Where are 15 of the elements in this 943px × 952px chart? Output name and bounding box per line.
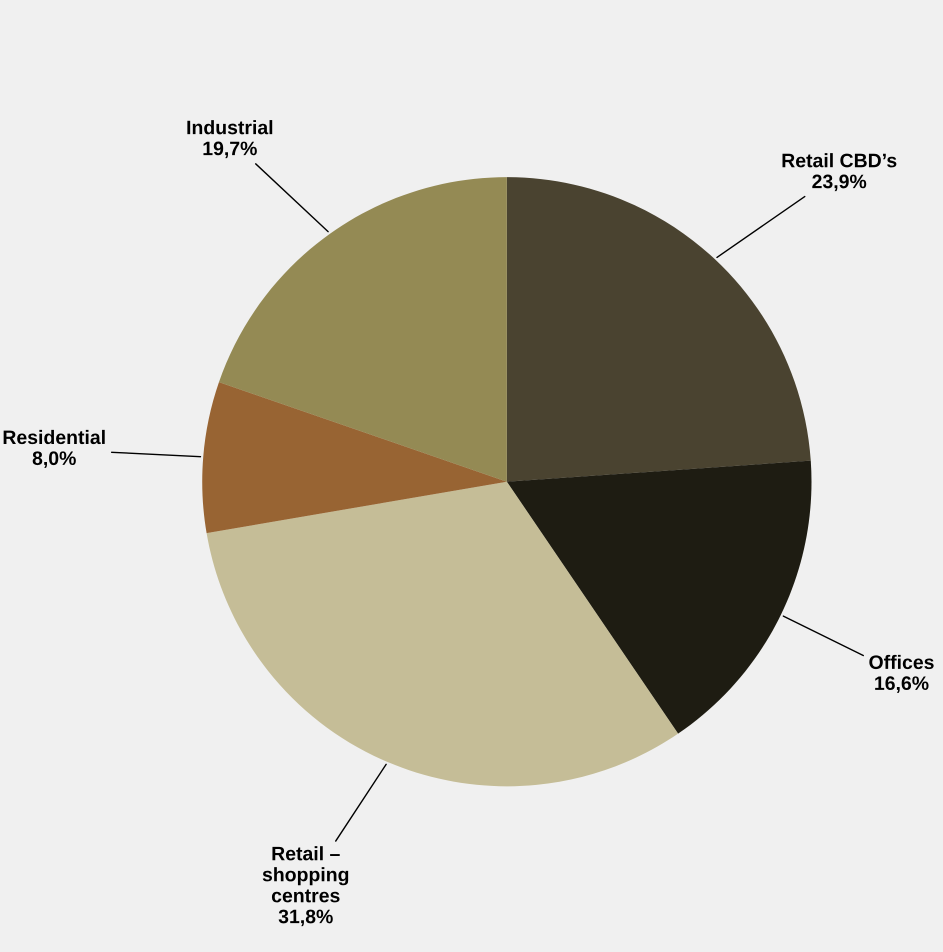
slice-label: Retail CBD’s — [782, 153, 896, 168]
pie-slice — [218, 177, 507, 482]
slice-label: Offices — [869, 654, 934, 670]
slice-label: Residential — [4, 430, 105, 444]
data-label: 23,9% — [812, 174, 866, 192]
data-label: 19,7% — [203, 142, 257, 158]
pie-slice — [206, 482, 678, 786]
data-label: 31,8% — [278, 910, 333, 926]
slice-label: Retail – shopping centres — [262, 846, 348, 902]
pie-slice — [202, 382, 507, 534]
pie-slice — [506, 460, 812, 734]
data-label: 8,0% — [32, 451, 76, 468]
pie-slice — [506, 177, 811, 482]
slice-label: Industrial — [187, 120, 272, 134]
data-label: 16,6% — [875, 676, 929, 693]
